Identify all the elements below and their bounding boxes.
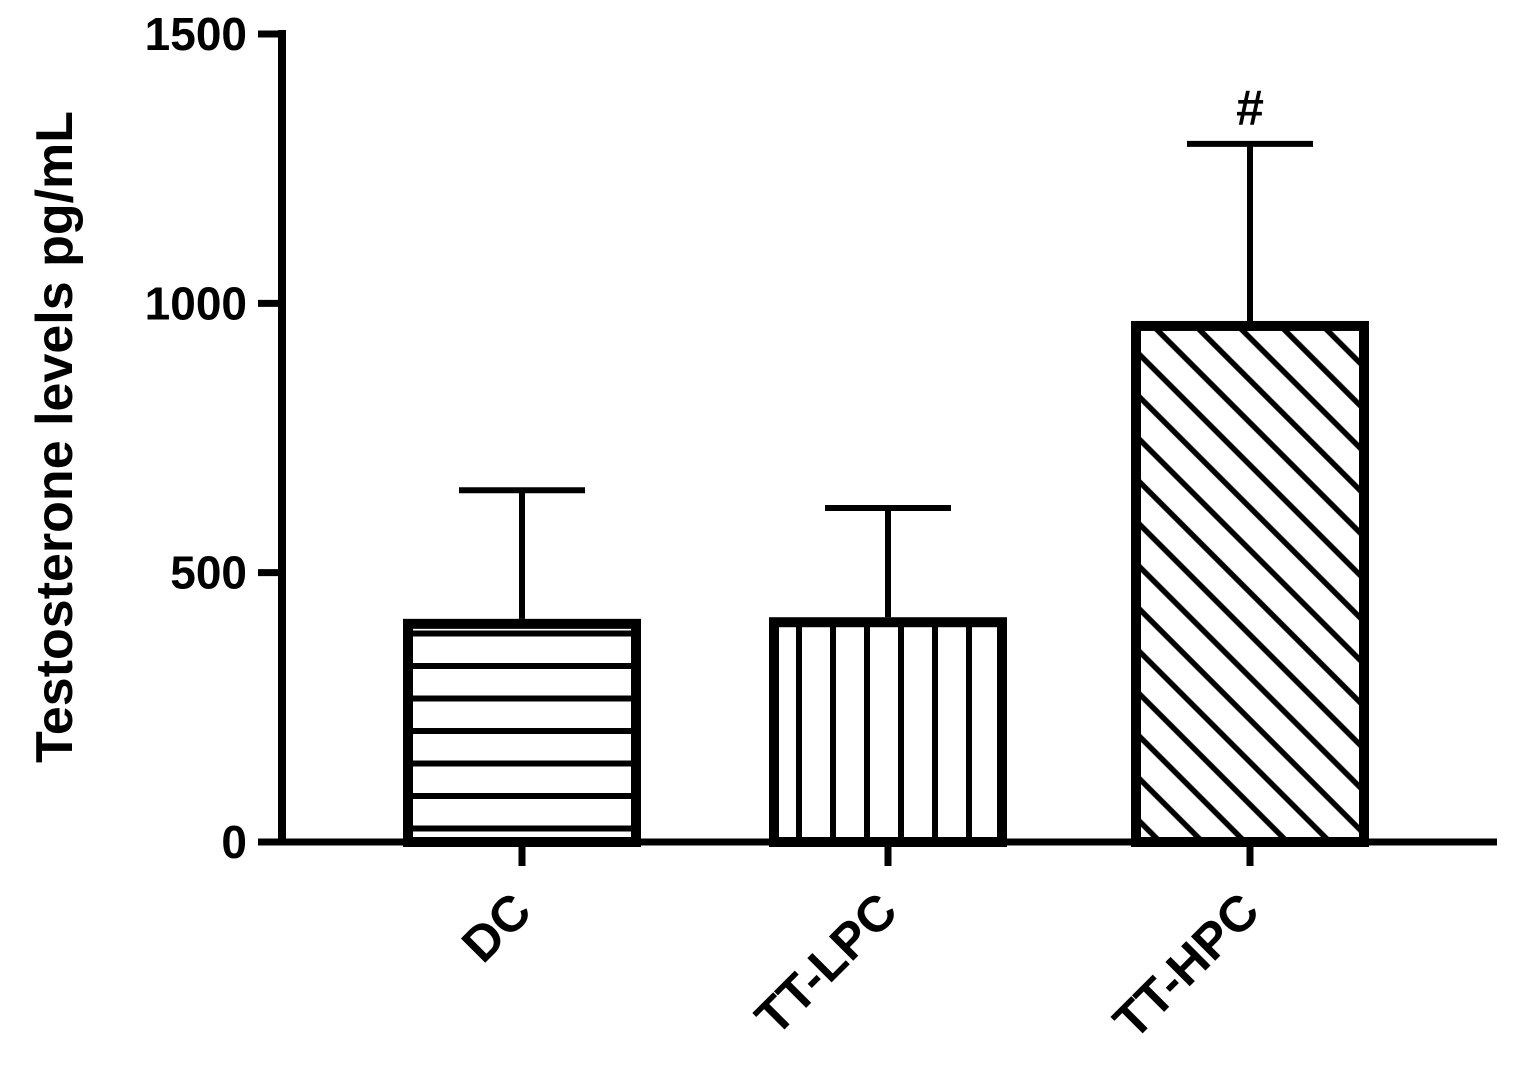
y-axis-label: Testosterone levels pg/mL [26,111,84,763]
annotations-group: # [1236,80,1264,136]
y-ticks-group: 0 500 1000 1500 [145,8,282,868]
bar-dc [403,618,641,848]
significance-marker-tt-hpc: # [1236,80,1264,136]
x-ticks-group: DC TT-LPC TT-HPC [451,842,1270,1049]
y-tick-label-0: 0 [221,816,247,868]
x-tick-label-dc: DC [451,882,542,973]
bar-tt-lpc [769,617,1007,847]
error-bars-group [459,140,1313,619]
x-tick-label-tt-hpc: TT-HPC [1103,882,1270,1049]
y-tick-label-1500: 1500 [145,8,247,60]
x-tick-label-tt-lpc: TT-LPC [744,882,907,1045]
bar-tt-hpc [1131,320,1369,847]
y-tick-label-1000: 1000 [145,277,247,329]
bars-group [403,320,1369,848]
y-tick-label-500: 500 [170,547,247,599]
